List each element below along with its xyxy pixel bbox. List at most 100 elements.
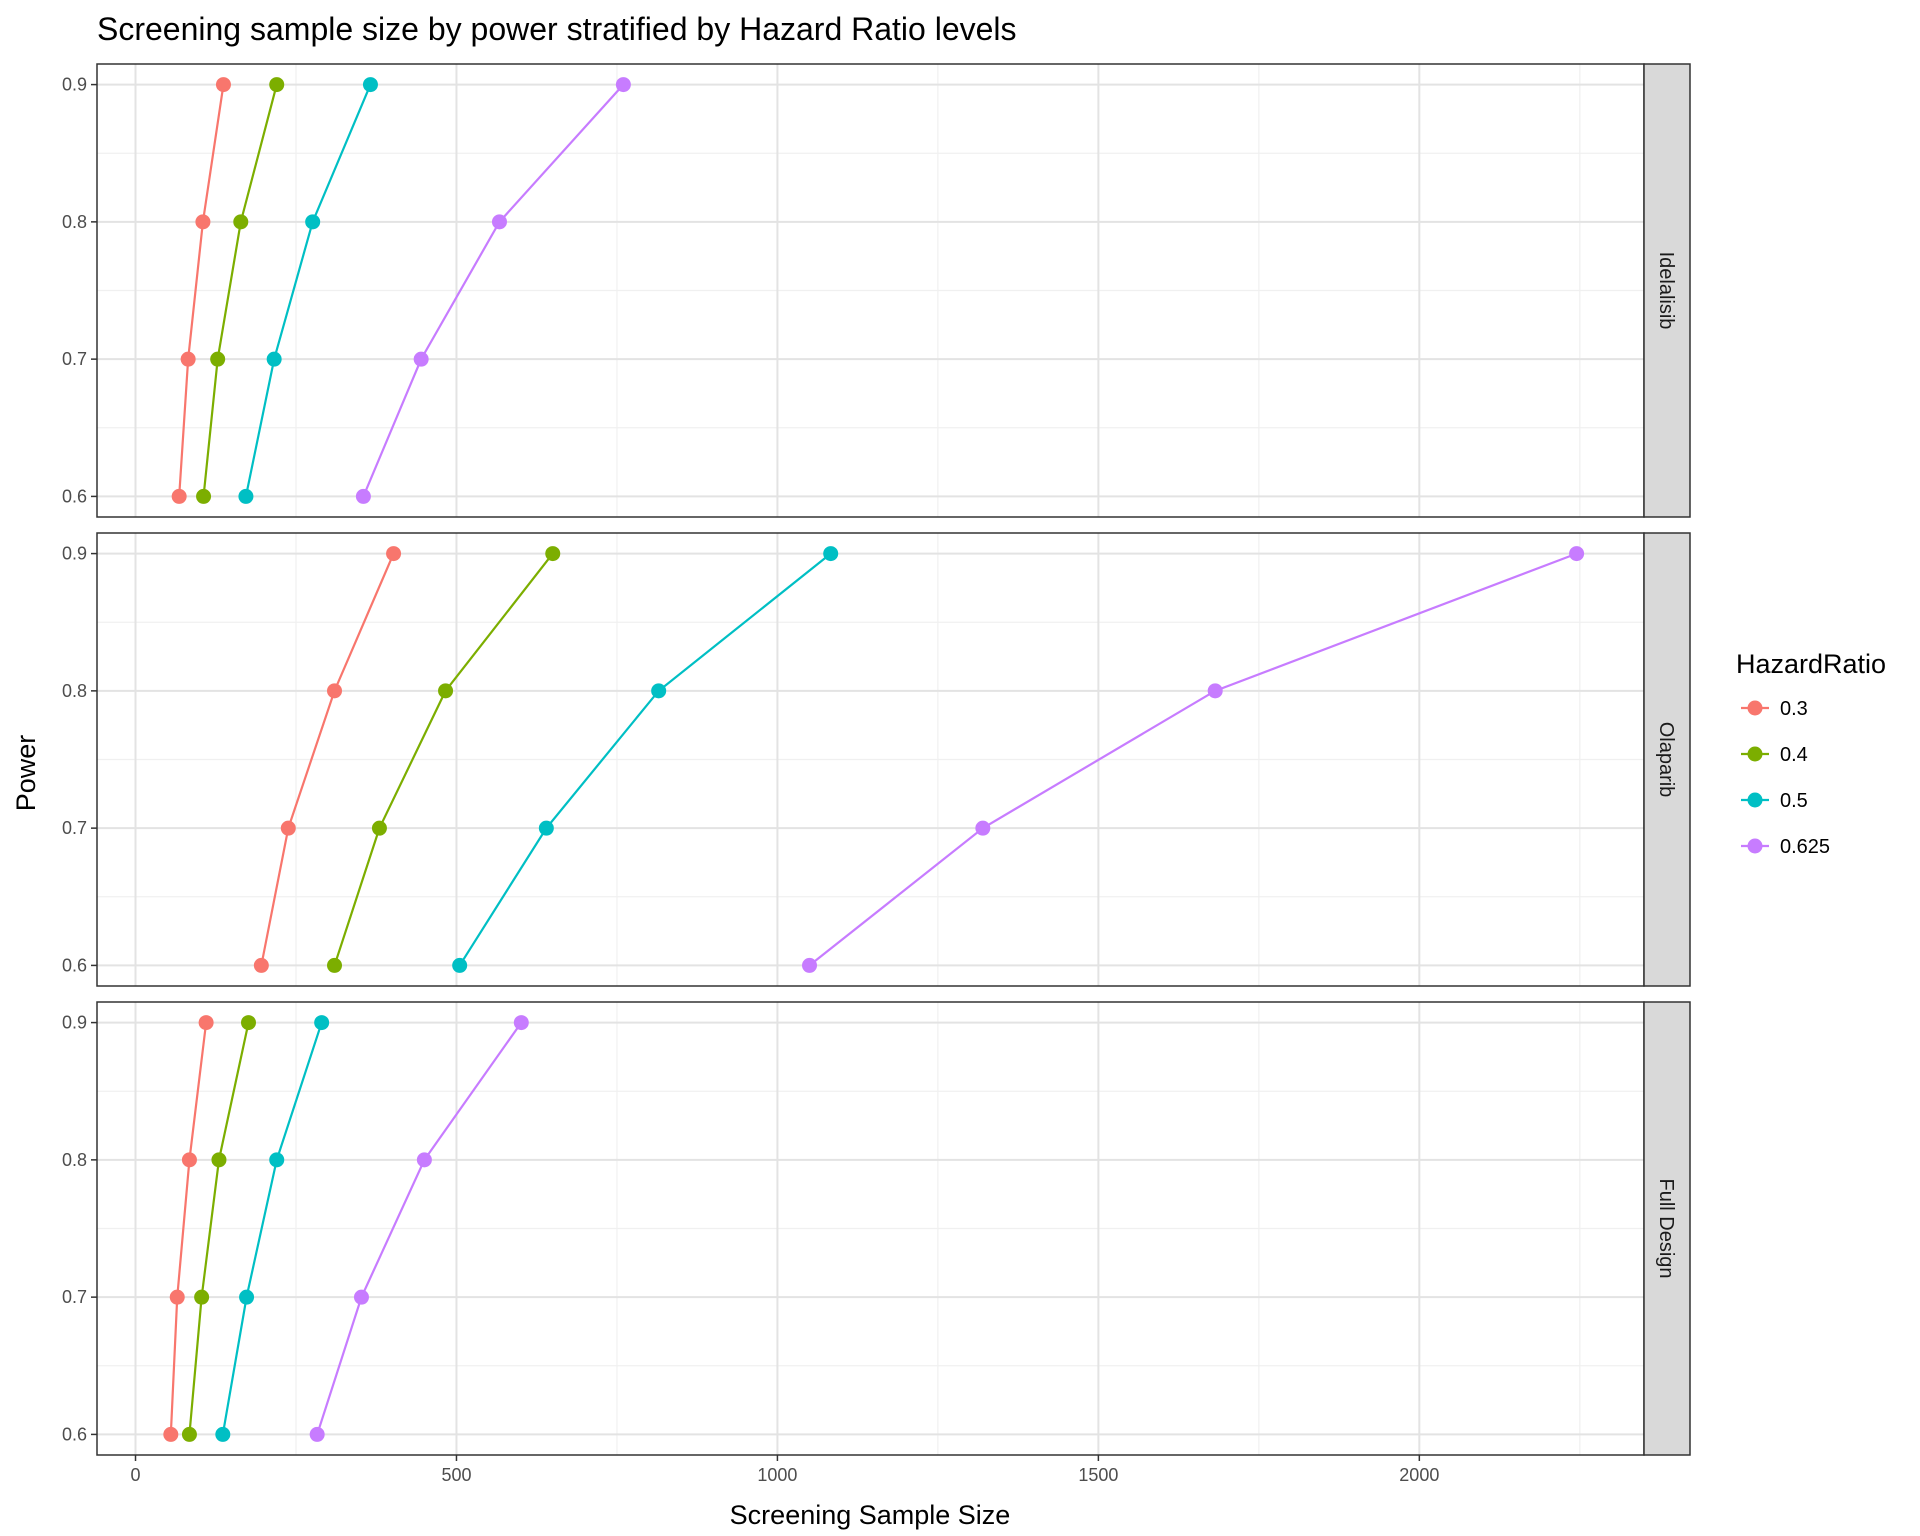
legend-key-point — [1747, 838, 1763, 854]
data-point — [309, 1426, 325, 1442]
facet-strip-label: Full Design — [1655, 1178, 1677, 1278]
data-point — [194, 1289, 210, 1305]
data-point — [238, 488, 254, 504]
x-tick-label: 2000 — [1399, 1465, 1439, 1485]
data-point — [171, 488, 187, 504]
facet-strip — [1643, 63, 1691, 518]
legend-title: HazardRatio — [1736, 649, 1886, 679]
data-point — [545, 546, 561, 562]
y-tick-label: 0.6 — [62, 486, 87, 506]
x-tick-label: 1000 — [757, 1465, 797, 1485]
data-point — [196, 488, 212, 504]
legend-label: 0.4 — [1780, 744, 1808, 766]
y-axis-title: Power — [11, 735, 41, 812]
series-line-0.5 — [244, 84, 372, 497]
data-point — [1569, 546, 1585, 562]
legend-key-point — [1747, 746, 1763, 762]
x-axis-title: Screening Sample Size — [730, 1500, 1011, 1530]
facet-strip-label: Olaparib — [1655, 722, 1677, 798]
facet-strip — [1643, 532, 1691, 987]
series-line-0.4 — [333, 552, 554, 966]
series-line-0.3 — [260, 553, 395, 966]
data-point — [386, 546, 402, 562]
data-point — [305, 214, 321, 230]
x-tick-label: 0 — [131, 1465, 141, 1485]
data-point — [163, 1426, 179, 1442]
data-point — [240, 1015, 256, 1031]
data-point — [538, 820, 554, 836]
y-tick-label: 0.6 — [62, 1424, 87, 1444]
data-point — [180, 351, 196, 367]
data-point — [314, 1015, 330, 1031]
data-point — [802, 957, 818, 973]
y-tick-label: 0.7 — [62, 349, 87, 369]
data-point — [269, 1152, 285, 1168]
data-point — [215, 77, 231, 93]
y-tick-label: 0.8 — [62, 212, 87, 232]
legend-label: 0.3 — [1780, 698, 1808, 720]
series-line-0.625 — [316, 1021, 523, 1435]
data-point — [371, 820, 387, 836]
data-point — [198, 1015, 214, 1031]
y-tick-label: 0.6 — [62, 955, 87, 975]
legend-key-point — [1747, 700, 1763, 716]
data-point — [353, 1289, 369, 1305]
data-point — [233, 214, 249, 230]
data-point — [355, 488, 371, 504]
data-point — [1207, 683, 1223, 699]
legend-key-point — [1747, 792, 1763, 808]
data-point — [823, 546, 839, 562]
panel-full-design: 0.6 0.7 0.8 0.9 Full Design — [62, 1001, 1691, 1456]
data-point — [269, 77, 285, 93]
data-point — [452, 957, 468, 973]
data-point — [513, 1015, 529, 1031]
series-line-0.625 — [362, 83, 625, 497]
data-point — [651, 683, 667, 699]
data-point — [975, 820, 991, 836]
chart-title: Screening sample size by power stratifie… — [97, 11, 1017, 47]
facet-strip — [1643, 1001, 1691, 1456]
y-tick-label: 0.9 — [62, 1013, 87, 1033]
y-tick-label: 0.8 — [62, 681, 87, 701]
data-point — [181, 1426, 197, 1442]
data-point — [210, 351, 226, 367]
panel-olaparib: 0.6 0.7 0.8 0.9 Olaparib — [62, 532, 1691, 987]
series-line-0.5 — [221, 1022, 323, 1435]
x-axis: 0 500 1000 1500 2000 — [131, 1455, 1439, 1485]
data-point — [280, 820, 296, 836]
data-point — [327, 683, 343, 699]
data-point — [438, 683, 454, 699]
series-line-0.3 — [178, 84, 225, 497]
data-point — [239, 1289, 255, 1305]
y-tick-label: 0.9 — [62, 544, 87, 564]
data-point — [615, 77, 631, 93]
data-point — [181, 1152, 197, 1168]
data-point — [215, 1426, 231, 1442]
data-point — [413, 351, 429, 367]
data-point — [327, 957, 343, 973]
y-tick-label: 0.9 — [62, 75, 87, 95]
legend: HazardRatio 0.3 0.4 0.5 0.625 — [1736, 649, 1886, 858]
legend-label: 0.625 — [1780, 836, 1830, 858]
facet-strip-label: Idelalisib — [1655, 252, 1677, 330]
data-point — [416, 1152, 432, 1168]
data-point — [195, 214, 211, 230]
y-tick-label: 0.7 — [62, 1287, 87, 1307]
series-line-0.4 — [188, 1022, 250, 1435]
series-line-0.4 — [202, 84, 278, 497]
data-point — [169, 1289, 185, 1305]
x-tick-label: 500 — [441, 1465, 471, 1485]
facet-panels: 0.6 0.7 0.8 0.9 Idelalisib 0.6 0.7 0.8 0.9 Olapar… — [62, 63, 1691, 1456]
series-line-0.3 — [169, 1022, 208, 1435]
data-point — [253, 957, 269, 973]
panel-idelalisib: 0.6 0.7 0.8 0.9 Idelalisib — [62, 63, 1691, 518]
y-tick-label: 0.7 — [62, 818, 87, 838]
series-line-0.5 — [458, 552, 832, 966]
y-tick-label: 0.8 — [62, 1150, 87, 1170]
data-point — [491, 214, 507, 230]
data-point — [211, 1152, 227, 1168]
x-tick-label: 1500 — [1078, 1465, 1118, 1485]
series-line-0.625 — [808, 552, 1577, 967]
legend-label: 0.5 — [1780, 790, 1808, 812]
